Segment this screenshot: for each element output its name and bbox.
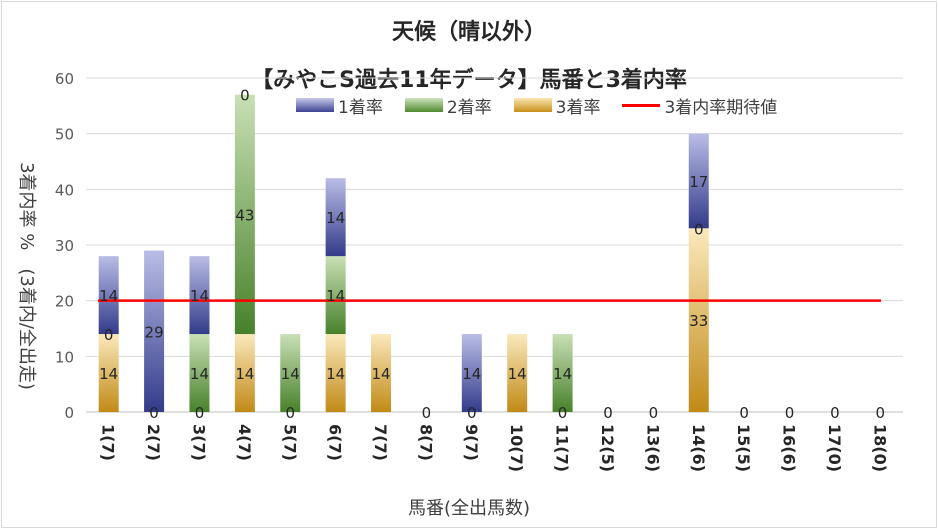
label-third: 0	[285, 404, 295, 422]
x-axis-label: 馬番(全出馬数)	[407, 498, 531, 519]
legend-label-third: 3着率	[555, 97, 601, 118]
label-third: 0	[739, 404, 749, 422]
label-first: 29	[145, 323, 164, 341]
label-third: 14	[99, 365, 118, 383]
label-third: 0	[649, 404, 659, 422]
label-third: 14	[508, 365, 527, 383]
label-third: 14	[326, 365, 345, 383]
label-third: 0	[195, 404, 205, 422]
y-tick-label: 40	[55, 181, 74, 199]
legend-swatch-third	[513, 98, 552, 112]
chart-subtitle: 【みやこS過去11年データ】馬番と3着内率	[251, 68, 687, 93]
bar-first	[688, 133, 709, 229]
x-tick-label: 12(5)	[598, 424, 617, 472]
legend-swatch-second	[404, 98, 443, 112]
x-tick-label: 5(7)	[280, 424, 299, 461]
legend-swatch-first	[296, 98, 334, 112]
x-tick-label: 2(7)	[144, 424, 163, 461]
label-first: 17	[689, 173, 708, 191]
label-second: 43	[235, 206, 254, 224]
legend-item-expected: 3着内率期待値	[622, 93, 777, 118]
x-tick-label: 7(7)	[371, 424, 390, 461]
bar-third	[234, 334, 255, 412]
bar-first	[461, 334, 482, 412]
chart-title: 天候（晴以外）	[391, 20, 546, 45]
label-third: 0	[785, 404, 795, 422]
x-tick-label: 14(6)	[689, 424, 708, 472]
label-third: 0	[830, 404, 840, 422]
y-tick-label: 50	[55, 126, 74, 144]
bar-first	[144, 250, 165, 412]
x-tick-label: 8(7)	[416, 424, 435, 461]
x-tick-label: 16(6)	[780, 424, 799, 472]
label-third: 0	[467, 404, 477, 422]
legend-label-expected: 3着内率期待値	[664, 97, 778, 118]
legend-label-first: 1着率	[338, 97, 383, 118]
bar-second	[552, 334, 573, 412]
label-third: 33	[689, 312, 708, 330]
label-second: 0	[104, 326, 114, 344]
x-tick-label: 17(0)	[825, 424, 844, 472]
legend-item-third: 3着率	[513, 93, 601, 118]
y-tick-label: 10	[55, 348, 74, 366]
legend-swatch-expected	[622, 103, 661, 107]
bar-second	[189, 334, 210, 412]
label-first: 14	[190, 287, 209, 305]
y-tick-label: 30	[55, 237, 74, 255]
label-second: 14	[326, 287, 345, 305]
label-third: 0	[422, 404, 432, 422]
bar-first	[189, 256, 210, 335]
label-third: 0	[603, 404, 613, 422]
x-tick-label: 10(7)	[507, 424, 526, 472]
bar-third	[371, 334, 392, 412]
x-tick-label: 1(7)	[99, 424, 118, 461]
bar-second	[234, 94, 255, 335]
label-third: 0	[149, 404, 159, 422]
label-first: 0	[240, 87, 250, 105]
label-first: 14	[326, 209, 345, 227]
bar-second	[325, 256, 346, 335]
y-tick-label: 20	[55, 293, 74, 311]
legend-item-first: 1着率	[296, 93, 383, 118]
bar-second	[280, 334, 301, 412]
x-tick-label: 3(7)	[189, 424, 208, 461]
bar-first	[98, 256, 119, 335]
label-second: 0	[694, 220, 704, 238]
legend-item-second: 2着率	[404, 93, 492, 118]
bar-first	[325, 178, 346, 257]
label-third: 0	[558, 404, 568, 422]
bar-third	[507, 334, 528, 412]
x-tick-label: 4(7)	[235, 424, 254, 461]
bar-third	[98, 334, 119, 412]
label-third: 0	[876, 404, 886, 422]
bar-third	[688, 228, 709, 412]
label-first: 14	[462, 365, 481, 383]
label-third: 14	[235, 365, 254, 383]
bar-third	[325, 334, 346, 412]
x-tick-label: 15(5)	[734, 424, 753, 472]
x-tick-label: 6(7)	[326, 424, 345, 461]
x-tick-label: 9(7)	[462, 424, 481, 461]
x-tick-label: 18(0)	[870, 424, 889, 472]
x-tick-label: 13(6)	[643, 424, 662, 472]
label-second: 14	[553, 365, 572, 383]
legend-label-second: 2着率	[446, 97, 492, 118]
y-tick-label: 60	[55, 70, 74, 88]
y-tick-label: 0	[64, 404, 74, 422]
label-second: 14	[190, 365, 209, 383]
legend: 1着率 2着率 3着率 3着内率期待値	[296, 96, 799, 118]
label-third: 14	[371, 365, 390, 383]
x-tick-label: 11(7)	[553, 424, 572, 472]
label-first: 14	[99, 287, 118, 305]
label-second: 14	[281, 365, 300, 383]
